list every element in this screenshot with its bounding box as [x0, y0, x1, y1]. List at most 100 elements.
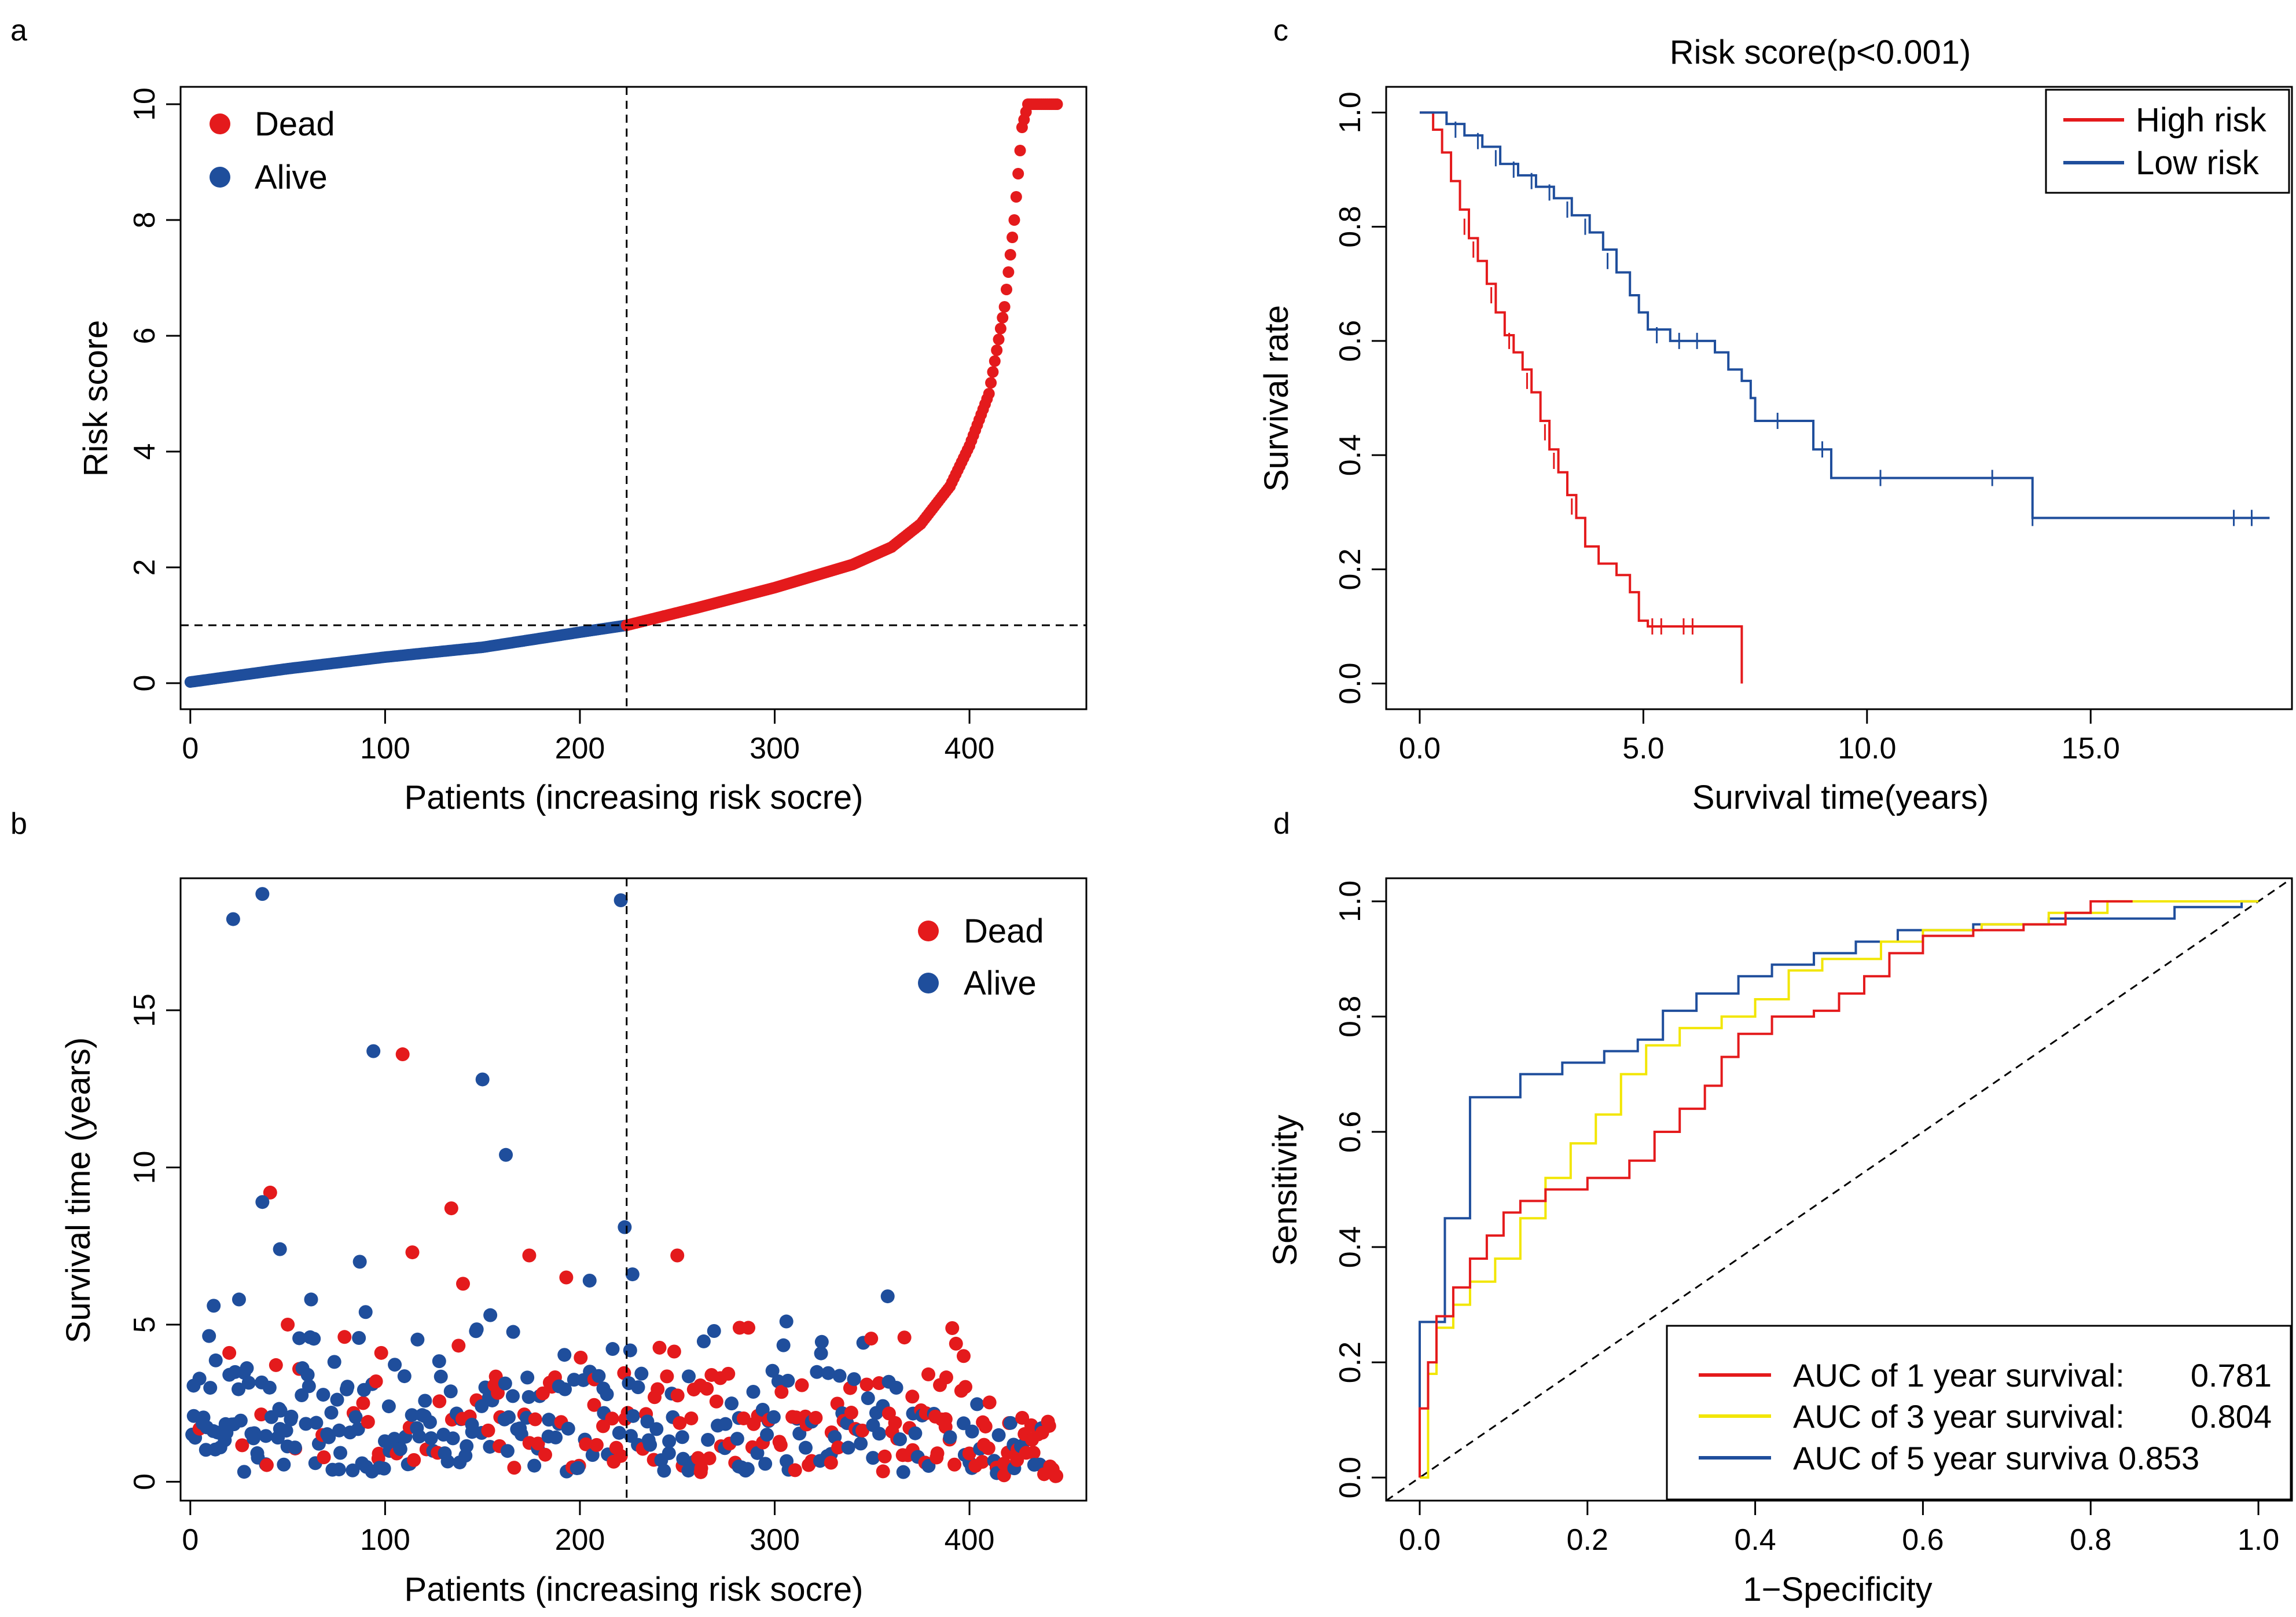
legend-auc-1-year-value: 0.781 [2191, 1357, 2272, 1394]
survival-point [652, 1340, 667, 1355]
panel-a-axes: 0 100 200 300 400 0 2 4 6 8 10 [128, 87, 994, 765]
y-tick-label: 0.4 [1333, 434, 1367, 476]
risk-point [993, 333, 1005, 346]
risk-point [989, 355, 1001, 367]
survival-point [263, 1185, 277, 1200]
survival-point [418, 1394, 432, 1408]
survival-point [207, 1299, 221, 1313]
risk-point [1012, 168, 1024, 179]
survival-point [721, 1366, 736, 1381]
survival-point [694, 1461, 708, 1476]
survival-point [233, 1413, 248, 1428]
y-tick-label: 15 [128, 993, 161, 1027]
survival-point [651, 1382, 665, 1396]
survival-point [284, 1412, 298, 1427]
survival-point [388, 1358, 402, 1372]
legend-auc-5-year-label: AUC of 5 year surviva [1793, 1440, 2108, 1476]
survival-point [434, 1369, 448, 1384]
survival-point [332, 1423, 347, 1438]
survival-point [281, 1317, 295, 1332]
survival-point [348, 1410, 363, 1424]
survival-point [814, 1346, 828, 1361]
survival-point [781, 1373, 795, 1388]
survival-point [346, 1463, 360, 1477]
panel-a-xlabel: Patients (increasing risk socre) [405, 779, 864, 816]
survival-point [905, 1389, 920, 1404]
survival-point [333, 1446, 348, 1460]
survival-point [612, 1425, 626, 1440]
legend-high-risk-label: High risk [2136, 101, 2267, 139]
survival-point [192, 1372, 207, 1386]
legend-alive-label: Alive [255, 159, 328, 196]
survival-point [352, 1330, 366, 1345]
survival-point [893, 1432, 908, 1447]
survival-point [779, 1314, 794, 1329]
panel-d-curves [1386, 877, 2293, 1502]
x-tick-label: 0.8 [2070, 1523, 2111, 1557]
x-tick-label: 200 [555, 732, 605, 765]
survival-point [956, 1349, 971, 1363]
survival-point [773, 1438, 788, 1453]
survival-point [589, 1438, 604, 1452]
survival-point [397, 1369, 412, 1384]
survival-point [809, 1411, 823, 1425]
survival-point [561, 1421, 575, 1436]
risk-point [998, 301, 1011, 313]
survival-point [675, 1430, 689, 1444]
survival-point [500, 1444, 515, 1458]
panel-b-axes: 0 100 200 300 400 0 5 10 15 [128, 993, 994, 1557]
risk-point [1006, 232, 1019, 243]
survival-point [358, 1305, 373, 1319]
survival-point [1042, 1418, 1056, 1433]
y-tick-label: 8 [128, 212, 161, 229]
survival-point [412, 1429, 427, 1444]
survival-point [557, 1348, 572, 1362]
survival-point [316, 1388, 330, 1402]
survival-point [279, 1424, 293, 1438]
survival-point [440, 1454, 455, 1469]
survival-point [369, 1374, 383, 1389]
survival-point [531, 1436, 545, 1451]
legend-auc-3-year-value: 0.804 [2191, 1398, 2272, 1435]
y-tick-label: 1.0 [1333, 881, 1367, 922]
survival-point [978, 1419, 993, 1433]
survival-point [352, 1255, 367, 1269]
x-tick-label: 400 [945, 732, 995, 765]
survival-point [626, 1409, 640, 1423]
survival-point [571, 1461, 585, 1475]
survival-point [788, 1463, 802, 1477]
survival-point [443, 1384, 458, 1399]
survival-point [558, 1382, 572, 1396]
legend-dead-label: Dead [964, 912, 1044, 950]
survival-point [625, 1267, 640, 1282]
survival-point [255, 1195, 270, 1209]
survival-point [676, 1451, 690, 1466]
survival-point [725, 1396, 739, 1411]
risk-point [991, 344, 1003, 356]
survival-point [502, 1410, 516, 1424]
survival-point [841, 1440, 855, 1455]
x-tick-label: 0.4 [1734, 1523, 1776, 1557]
survival-point [273, 1242, 287, 1256]
y-tick-label: 0.2 [1333, 1341, 1367, 1383]
survival-point [259, 1458, 274, 1472]
panel-d-frame [1385, 877, 2293, 1502]
survival-point [423, 1415, 437, 1429]
panel-d-legend: AUC of 1 year survival: 0.781 AUC of 3 y… [1666, 1325, 2292, 1501]
survival-point [528, 1412, 542, 1427]
survival-point [866, 1451, 880, 1465]
y-tick-label: 0.8 [1333, 206, 1367, 247]
survival-point [643, 1438, 657, 1452]
survival-point [623, 1343, 637, 1358]
survival-point [246, 1431, 260, 1446]
survival-point [377, 1461, 391, 1476]
y-tick-label: 0 [128, 675, 161, 692]
y-tick-label: 0.0 [1333, 1457, 1367, 1498]
survival-point [649, 1422, 664, 1436]
risk-point [1010, 191, 1022, 203]
panel-b-legend: Dead Alive [918, 912, 1044, 1002]
survival-point [670, 1388, 685, 1403]
survival-point [970, 1397, 984, 1411]
risk-point [1051, 98, 1063, 110]
